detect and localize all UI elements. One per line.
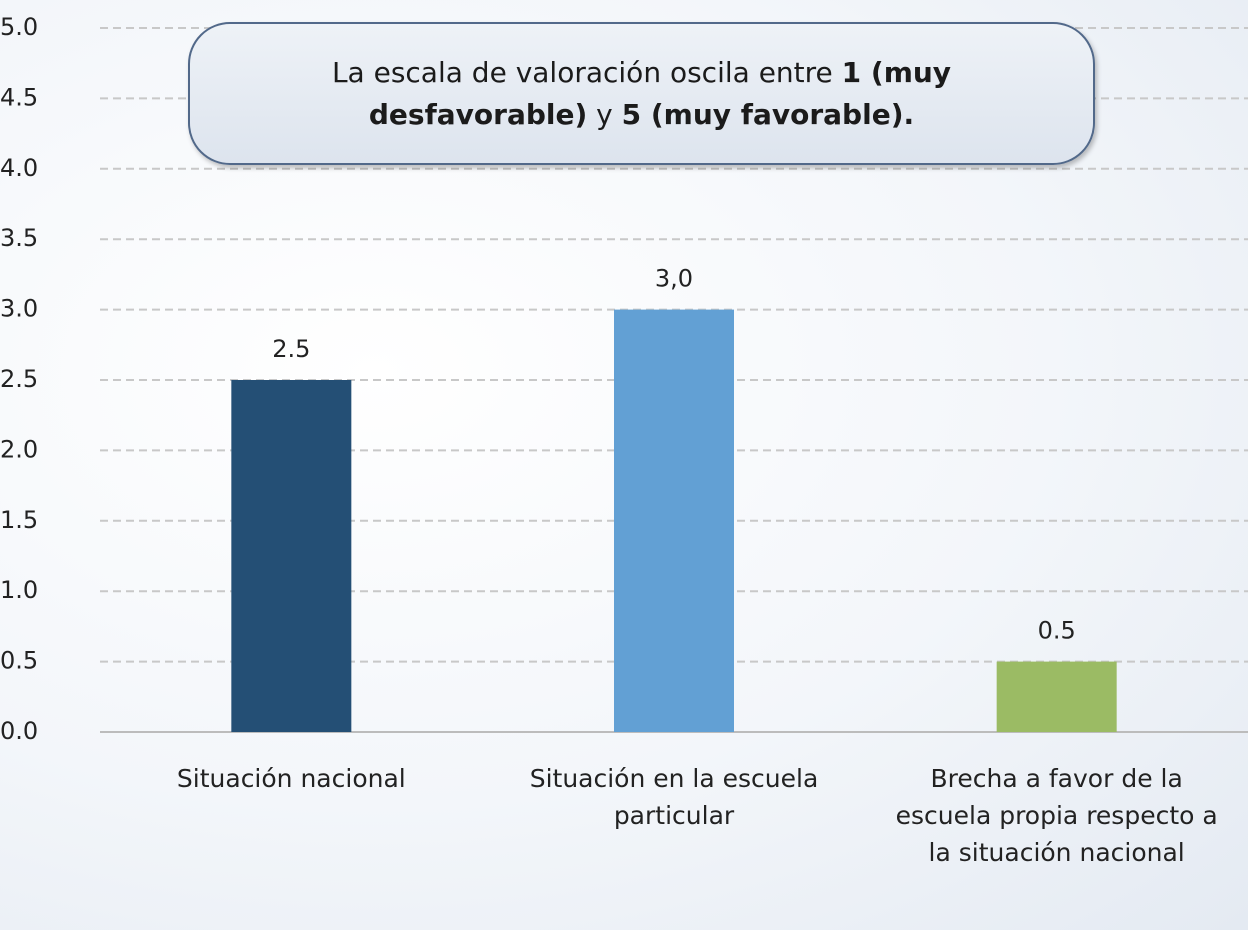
x-tick-label: Situación en la escuela particular — [529, 764, 819, 830]
bar — [996, 661, 1117, 732]
annotation-segment: y — [587, 97, 622, 131]
y-tick-label: 2.5 — [0, 365, 38, 393]
y-tick-label: 0.0 — [0, 717, 38, 745]
y-tick-label: 3.0 — [0, 295, 38, 323]
data-label: 2.5 — [272, 335, 310, 363]
annotation-segment: La escala de valoración oscila entre — [331, 55, 842, 89]
y-tick-label: 1.0 — [0, 576, 38, 604]
annotation-segment: 1 (muy desfavorable) — [368, 55, 961, 131]
y-tick-label: 3.5 — [0, 224, 38, 252]
data-label: 3,0 — [655, 265, 693, 293]
y-tick-label: 1.5 — [0, 506, 38, 534]
annotation-segment: 5 (muy favorable). — [621, 97, 915, 131]
y-tick-label: 2.0 — [0, 435, 38, 463]
x-tick-label: Situación nacional — [176, 764, 406, 793]
bar — [231, 380, 352, 732]
bar — [614, 309, 734, 732]
y-tick-label: 0.5 — [0, 647, 38, 675]
annotation-box: La escala de valoración oscila entre 1 (… — [188, 22, 1095, 165]
data-label: 0.5 — [1038, 617, 1076, 645]
y-tick-label: 5.0 — [0, 13, 38, 41]
annotation: La escala de valoración oscila entre 1 (… — [230, 52, 1053, 136]
y-tick-label: 4.5 — [0, 83, 38, 111]
x-tick-label: Brecha a favor de la escuela propia resp… — [895, 764, 1218, 867]
y-tick-label: 4.0 — [0, 154, 38, 182]
